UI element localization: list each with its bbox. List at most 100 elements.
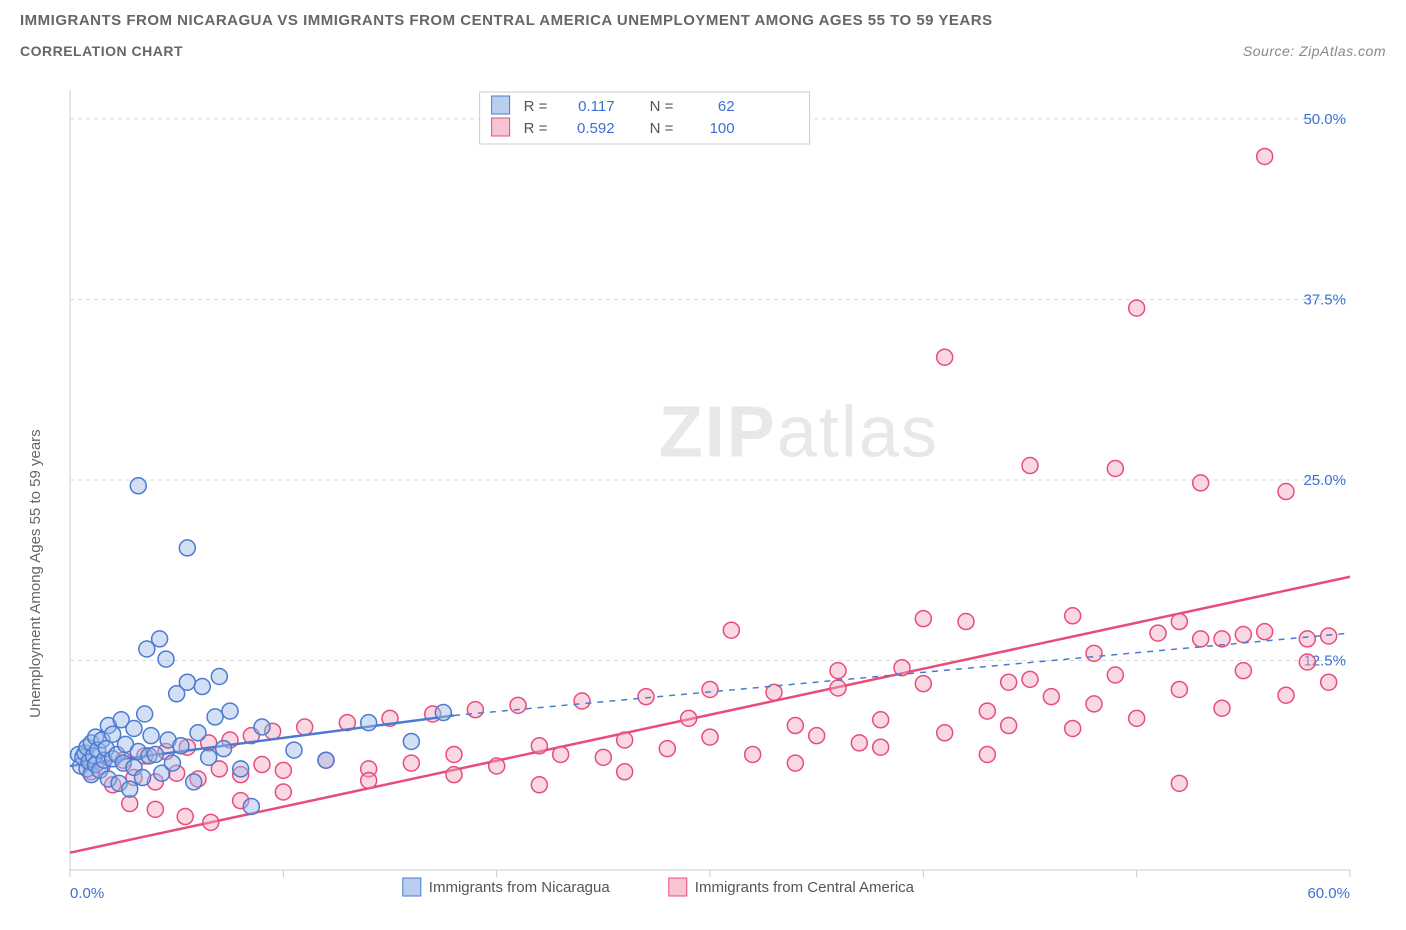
data-point — [135, 770, 151, 786]
legend-n-value: 100 — [710, 120, 735, 137]
data-point — [1001, 674, 1017, 690]
data-point — [873, 712, 889, 728]
data-point — [1214, 700, 1230, 716]
data-point — [254, 757, 270, 773]
data-point — [873, 739, 889, 755]
data-point — [830, 663, 846, 679]
data-point — [179, 674, 195, 690]
data-point — [1001, 718, 1017, 734]
data-point — [937, 725, 953, 741]
y-tick-label: 50.0% — [1303, 111, 1346, 128]
legend-swatch — [669, 878, 687, 896]
data-point — [1086, 645, 1102, 661]
data-point — [147, 746, 163, 762]
data-point — [702, 729, 718, 745]
data-point — [702, 681, 718, 697]
data-point — [1150, 625, 1166, 641]
data-point — [531, 777, 547, 793]
data-point — [1043, 689, 1059, 705]
data-point — [275, 784, 291, 800]
title-bar: IMMIGRANTS FROM NICARAGUA VS IMMIGRANTS … — [0, 0, 1406, 63]
data-point — [143, 728, 159, 744]
data-point — [122, 796, 138, 812]
data-point — [745, 746, 761, 762]
data-point — [681, 710, 697, 726]
legend-n-value: 62 — [718, 98, 735, 115]
legend-swatch — [492, 118, 510, 136]
legend-n-label: N = — [650, 120, 674, 137]
data-point — [809, 728, 825, 744]
data-point — [937, 349, 953, 365]
data-point — [1022, 671, 1038, 687]
data-point — [1299, 654, 1315, 670]
data-point — [1129, 300, 1145, 316]
data-point — [1299, 631, 1315, 647]
data-point — [211, 668, 227, 684]
data-point — [1107, 667, 1123, 683]
data-point — [254, 719, 270, 735]
source-attribution: Source: ZipAtlas.com — [1243, 43, 1386, 59]
data-point — [723, 622, 739, 638]
scatter-chart: 12.5%25.0%37.5%50.0%ZIPatlasUnemployment… — [20, 80, 1386, 910]
data-point — [467, 702, 483, 718]
data-point — [1022, 458, 1038, 474]
data-point — [152, 631, 168, 647]
data-point — [446, 767, 462, 783]
data-point — [1193, 475, 1209, 491]
data-point — [201, 749, 217, 765]
data-point — [1171, 681, 1187, 697]
data-point — [233, 761, 249, 777]
x-max-label: 60.0% — [1307, 885, 1350, 902]
data-point — [915, 676, 931, 692]
data-point — [194, 679, 210, 695]
data-point — [446, 746, 462, 762]
data-point — [1278, 687, 1294, 703]
data-point — [361, 715, 377, 731]
legend-r-label: R = — [524, 98, 548, 115]
data-point — [179, 540, 195, 556]
data-point — [122, 781, 138, 797]
data-point — [1193, 631, 1209, 647]
legend-r-label: R = — [524, 120, 548, 137]
y-axis-label: Unemployment Among Ages 55 to 59 years — [27, 429, 44, 718]
data-point — [435, 705, 451, 721]
data-point — [190, 725, 206, 741]
data-point — [830, 680, 846, 696]
legend-r-value: 0.117 — [578, 98, 614, 115]
data-point — [147, 801, 163, 817]
data-point — [275, 762, 291, 778]
data-point — [574, 693, 590, 709]
data-point — [243, 798, 259, 814]
data-point — [851, 735, 867, 751]
data-point — [510, 697, 526, 713]
data-point — [1065, 720, 1081, 736]
data-point — [1321, 674, 1337, 690]
data-point — [1171, 775, 1187, 791]
data-point — [130, 478, 146, 494]
data-point — [222, 703, 238, 719]
chart-subtitle: CORRELATION CHART — [20, 43, 183, 59]
data-point — [216, 741, 232, 757]
data-point — [1278, 484, 1294, 500]
data-point — [787, 755, 803, 771]
data-point — [1257, 148, 1273, 164]
data-point — [659, 741, 675, 757]
data-point — [1065, 608, 1081, 624]
data-point — [1257, 624, 1273, 640]
data-point — [958, 614, 974, 630]
data-point — [286, 742, 302, 758]
data-point — [177, 809, 193, 825]
data-point — [186, 774, 202, 790]
data-point — [553, 746, 569, 762]
data-point — [173, 738, 189, 754]
data-point — [203, 814, 219, 830]
trend-line — [70, 577, 1350, 853]
data-point — [595, 749, 611, 765]
data-point — [137, 706, 153, 722]
legend-swatch — [492, 96, 510, 114]
data-point — [1235, 663, 1251, 679]
data-point — [1235, 627, 1251, 643]
data-point — [403, 755, 419, 771]
data-point — [915, 611, 931, 627]
data-point — [164, 755, 180, 771]
